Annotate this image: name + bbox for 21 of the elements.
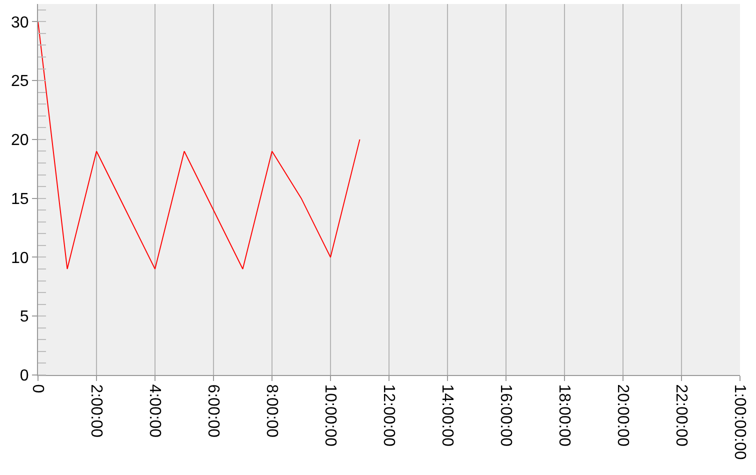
y-tick-label: 30 [11,14,29,32]
x-tick-label: 22:00:00 [672,384,690,447]
x-tick-label: 4:00:00 [146,384,163,438]
x-tick-label: 0 [28,384,46,394]
y-tick-label: 5 [20,308,29,326]
x-tick-label: 16:00:00 [496,384,514,447]
y-tick-label: 10 [11,250,29,267]
y-tick-label: 20 [11,132,29,150]
x-tick-label: 20:00:00 [614,384,631,447]
x-tick-label: 8:00:00 [262,384,280,438]
y-tick-label: 25 [11,73,29,90]
x-tick-label: 18:00:00 [555,384,572,447]
x-tick-label: 6:00:00 [204,384,222,438]
y-tick-label: 15 [11,190,29,208]
x-tick-label: 10:00:00 [321,384,338,447]
y-tick-label: 0 [20,368,29,385]
x-tick-label: 2:00:00 [87,384,104,438]
x-tick-label: 14:00:00 [438,384,456,447]
x-tick-label: 12:00:00 [380,384,397,447]
line-series [38,21,360,270]
x-tick-label: 1:00:00:00 [730,384,748,460]
